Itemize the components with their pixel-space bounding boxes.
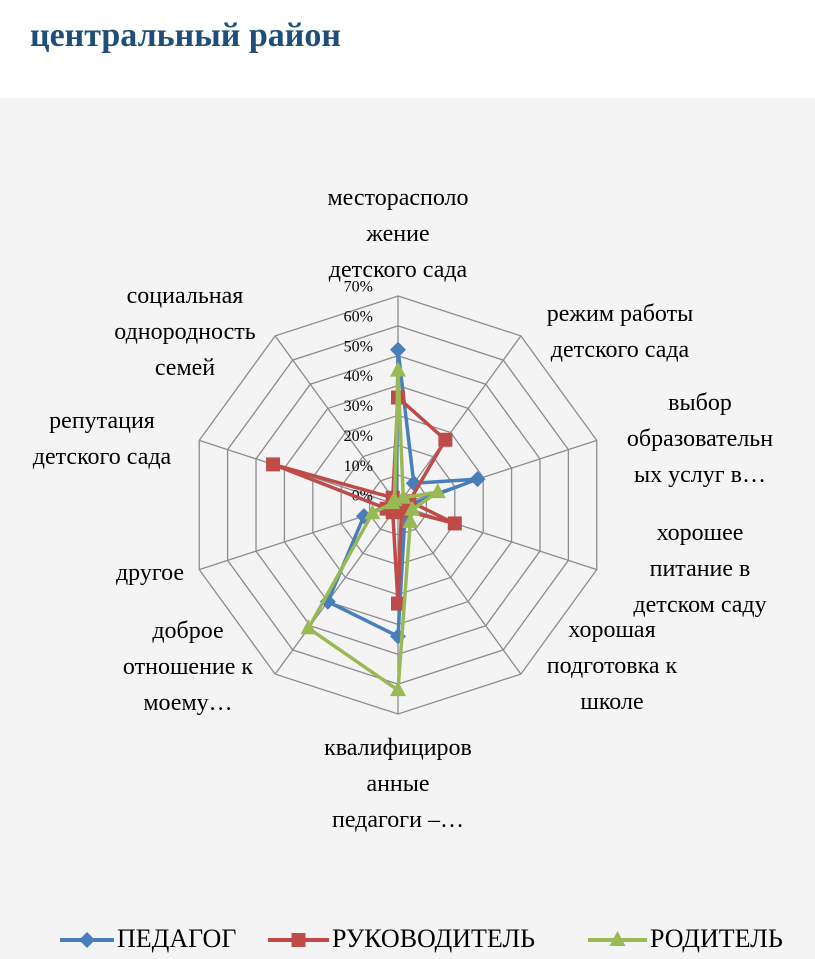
y-tick-label: 70% <box>344 279 373 296</box>
legend-label: РОДИТЕЛЬ <box>650 924 783 953</box>
category-label: хорошая подготовка к школе <box>547 617 678 715</box>
axis-spoke <box>397 335 522 506</box>
y-tick-label: 50% <box>344 338 373 355</box>
data-point <box>300 619 317 635</box>
data-point <box>364 504 381 520</box>
data-point <box>390 681 406 697</box>
category-label: месторасполо жение детского сада <box>327 185 468 283</box>
category-label: выбор образовательн ых услуг в… <box>627 390 773 488</box>
data-point <box>390 361 406 377</box>
data-point <box>266 457 281 472</box>
y-tick-label: 40% <box>344 368 373 385</box>
category-label: хорошее питание в детском саду <box>633 520 766 618</box>
axis-spoke <box>397 504 522 675</box>
data-point <box>391 596 405 611</box>
axis-spoke <box>274 335 399 506</box>
category-label: социальная однородность семей <box>114 283 255 381</box>
plot-background <box>0 98 815 959</box>
axis-spoke <box>274 504 399 675</box>
legend-marker <box>609 931 626 946</box>
data-point <box>395 488 412 504</box>
data-point <box>390 341 406 358</box>
y-tick-label: 60% <box>344 309 373 326</box>
legend-marker <box>291 933 306 947</box>
y-tick-label: 20% <box>344 428 373 445</box>
legend-label: ПЕДАГОГ <box>117 924 236 953</box>
data-point <box>447 516 462 531</box>
category-label: квалифициров анные педагоги –… <box>324 735 472 833</box>
data-point <box>402 512 419 528</box>
y-tick-label: 10% <box>344 458 373 475</box>
chart-title: центральный район <box>30 17 341 54</box>
data-point <box>429 483 446 499</box>
y-tick-label: 30% <box>344 398 373 415</box>
category-label: другое <box>116 560 184 586</box>
category-label: репутация детского сада <box>33 408 172 470</box>
category-label: доброе отношение к моему… <box>123 618 253 716</box>
data-point <box>438 432 453 447</box>
data-point <box>404 500 421 516</box>
data-point <box>469 471 486 488</box>
legend-label: РУКОВОДИТЕЛЬ <box>332 924 535 953</box>
legend-marker <box>79 932 95 948</box>
category-label: режим работы детского сада <box>547 301 693 363</box>
data-point <box>386 491 403 507</box>
